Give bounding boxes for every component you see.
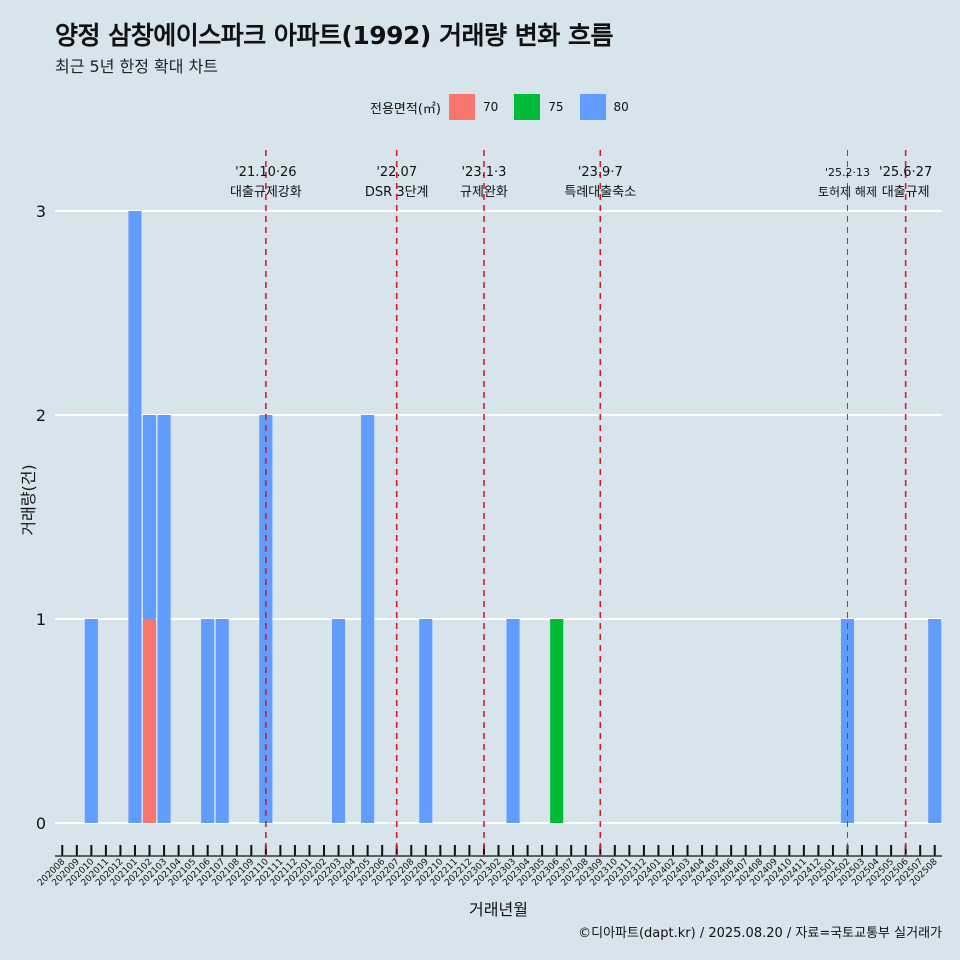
bar-80-202209 [419,619,433,823]
source-caption: ©디아파트(dapt.kr) / 2025.08.20 / 자료=국토교통부 실… [578,926,942,941]
legend-title: 전용면적(㎡) [370,101,441,117]
legend-swatch-70 [448,94,475,120]
legend-label-75: 75 [548,100,564,114]
chart-title: 양정 삼창에이스파크 아파트(1992) 거래량 변화 흐름 [55,21,613,50]
annotation-label: 규제완화 [460,185,508,200]
bar-80-202106 [201,619,215,823]
annotation-date: '23.1·3 [461,165,506,180]
bar-80-202205 [361,415,375,823]
annotation-date: '25.6·27 [879,165,932,180]
y-tick-label: 2 [36,406,46,425]
annotation-label: 대출규제 [882,185,930,200]
y-axis-title: 거래량(건) [19,464,38,535]
annotation-label: 특례대출축소 [564,185,636,200]
annotation-date: '21.10·26 [235,165,296,180]
bar-80-202103 [157,415,171,823]
y-tick-label: 0 [36,814,46,833]
annotation-label: DSR 3단계 [365,185,429,200]
annotation-date: '22.07 [376,165,417,180]
y-tick-label: 3 [36,202,46,221]
annotation-date: '25.2·13 [825,166,870,179]
bar-80-202010 [84,619,98,823]
bar-80-202303 [506,619,520,823]
legend-label-70: 70 [482,100,499,114]
bar-75-202306 [550,619,564,823]
bar-80-202107 [215,619,229,823]
bar-80-202508 [928,619,942,823]
chart-subtitle: 최근 5년 한정 확대 차트 [55,57,219,76]
bar-80-202102 [142,415,157,619]
bar-80-202101 [128,211,142,823]
legend: 전용면적(㎡) 70 75 80 [370,93,645,121]
legend-swatch-80 [579,94,606,120]
y-tick-label: 1 [36,610,46,629]
annotation-label: 대출규제강화 [230,185,302,200]
bar-80-202203 [332,619,346,823]
annotation-date: '23.9·7 [578,165,623,180]
bar-80-202110 [259,415,273,823]
bar-70-202102 [142,619,157,823]
annotation-label: 토허제 해제 [818,185,877,199]
legend-swatch-75 [514,94,541,120]
legend-label-80: 80 [613,100,629,114]
x-axis-title: 거래년월 [469,900,528,919]
bar-80-202502 [840,619,855,823]
